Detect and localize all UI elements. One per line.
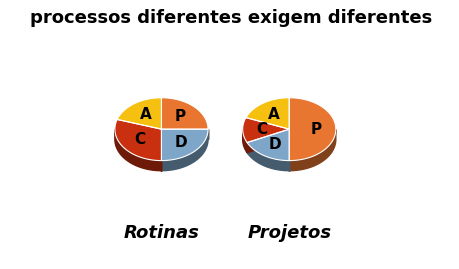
Polygon shape (162, 98, 208, 129)
Text: P: P (175, 109, 186, 124)
Polygon shape (243, 118, 289, 143)
Text: A: A (140, 107, 151, 122)
Polygon shape (162, 129, 208, 171)
Text: C: C (257, 122, 268, 137)
Text: Projetos: Projetos (247, 224, 331, 242)
Polygon shape (247, 129, 289, 161)
Text: Rotinas: Rotinas (123, 224, 199, 242)
Polygon shape (243, 129, 247, 153)
Text: D: D (269, 137, 281, 152)
Polygon shape (246, 98, 289, 129)
Polygon shape (115, 119, 162, 161)
Polygon shape (162, 129, 208, 161)
Polygon shape (247, 129, 289, 153)
Text: C: C (134, 132, 145, 147)
Polygon shape (162, 129, 208, 139)
Polygon shape (289, 98, 336, 161)
Polygon shape (289, 129, 336, 171)
Text: P: P (311, 122, 322, 137)
Text: D: D (174, 134, 187, 150)
Polygon shape (117, 98, 162, 129)
Polygon shape (247, 143, 289, 171)
Text: A: A (268, 107, 280, 122)
Polygon shape (115, 129, 162, 171)
Text: processos diferentes exigem diferentes: processos diferentes exigem diferentes (29, 9, 432, 27)
Polygon shape (247, 129, 289, 153)
Polygon shape (162, 129, 208, 139)
